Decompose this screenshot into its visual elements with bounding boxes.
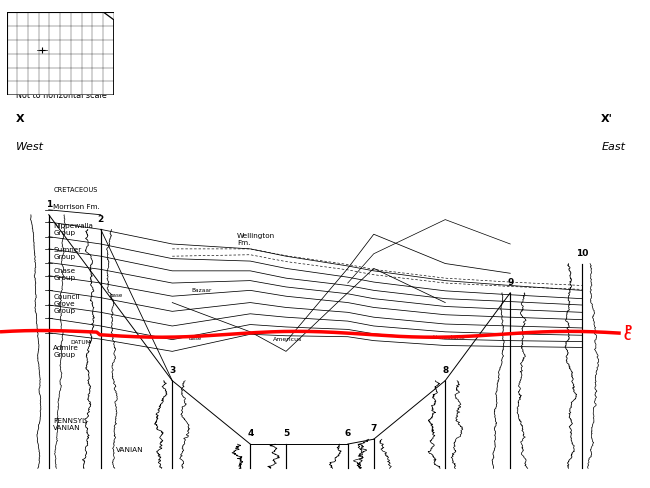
Text: Nippewalla
Group: Nippewalla Group: [53, 223, 93, 236]
Text: Limestone: Limestone: [432, 335, 465, 340]
Text: Bazaar: Bazaar: [192, 288, 212, 293]
Text: 8: 8: [442, 366, 448, 375]
Text: Wellington
Fm.: Wellington Fm.: [237, 233, 276, 245]
Text: West: West: [16, 142, 44, 151]
Text: Morrison Fm.: Morrison Fm.: [53, 204, 100, 210]
Text: 2: 2: [98, 215, 104, 224]
Text: PENNSYL-
VANIAN: PENNSYL- VANIAN: [53, 418, 89, 431]
Text: X': X': [601, 115, 613, 124]
Text: Sumner
Group: Sumner Group: [53, 247, 81, 260]
Text: CRETACEOUS: CRETACEOUS: [53, 187, 98, 193]
Text: 3: 3: [169, 366, 176, 375]
Text: base: base: [109, 293, 122, 298]
Text: 7: 7: [370, 425, 377, 433]
Text: Council
Grove
Group: Council Grove Group: [53, 294, 80, 313]
Text: Chase
Group: Chase Group: [53, 268, 75, 281]
Text: C: C: [624, 332, 631, 342]
Text: East: East: [601, 142, 625, 151]
Text: 1: 1: [46, 200, 52, 209]
Text: P: P: [624, 325, 631, 335]
Text: 6: 6: [344, 429, 351, 438]
Text: Not to horizontal scale: Not to horizontal scale: [16, 91, 107, 100]
Text: X: X: [16, 115, 25, 124]
Text: Americus: Americus: [273, 337, 302, 342]
Text: 9: 9: [507, 278, 514, 287]
Text: DATUM: DATUM: [70, 340, 91, 345]
Text: 5: 5: [283, 429, 289, 438]
Text: base: base: [188, 336, 202, 341]
Text: 4: 4: [247, 429, 254, 438]
Text: Admire
Group: Admire Group: [53, 345, 79, 358]
Text: 10: 10: [575, 249, 588, 258]
Text: VANIAN: VANIAN: [116, 447, 143, 453]
